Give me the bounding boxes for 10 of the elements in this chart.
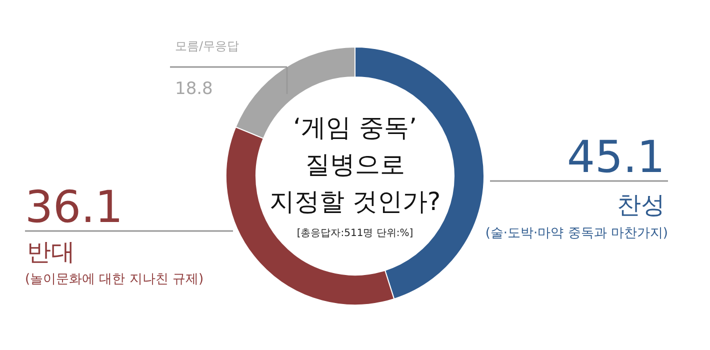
data-label: 45.1 bbox=[567, 132, 665, 183]
slice-label: 모름/무응답 bbox=[175, 39, 240, 53]
text: (놀이문화에 대한 지나친 규제) bbox=[25, 272, 204, 287]
text: (술·도박·마약 중독과 마찬가지) bbox=[485, 226, 668, 241]
slice-label: 반대 bbox=[27, 238, 75, 266]
text: [총응답자:511명 단위:%] bbox=[296, 228, 414, 239]
slice-label: 찬성 bbox=[617, 191, 665, 219]
text: ‘게임 중독’ 질병으로 지정할 것인가? bbox=[269, 113, 441, 216]
data-label: 18.8 bbox=[175, 79, 213, 99]
data-label: 36.1 bbox=[25, 182, 123, 233]
